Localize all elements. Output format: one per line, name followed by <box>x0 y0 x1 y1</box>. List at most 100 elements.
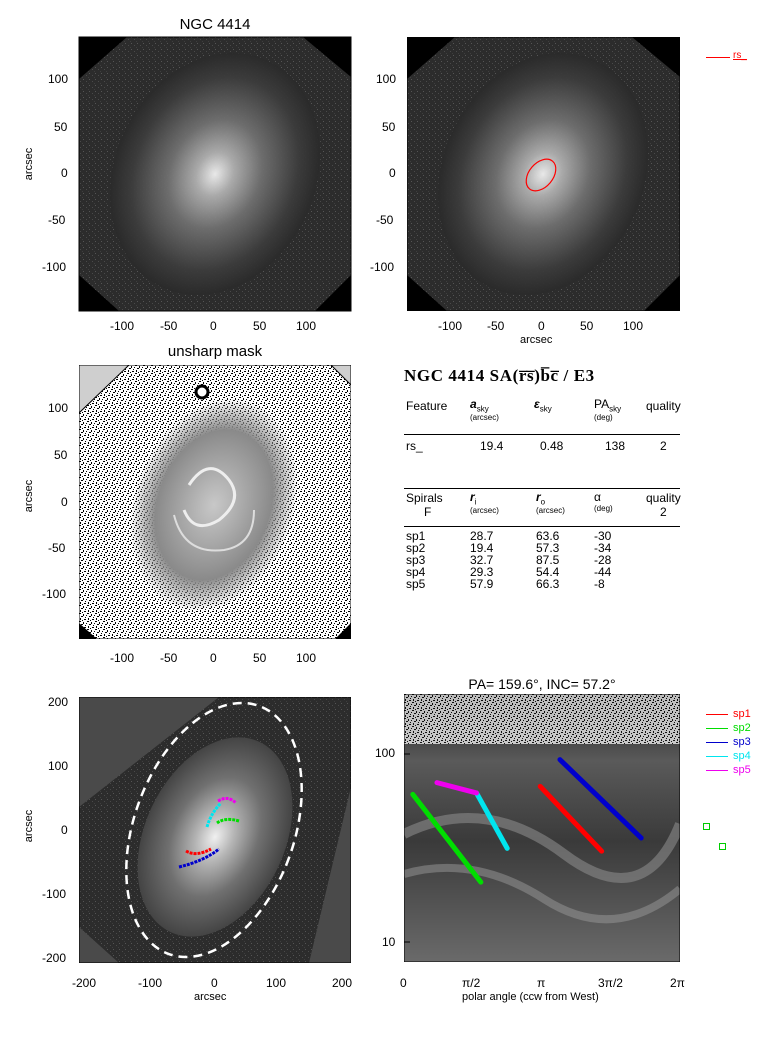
x-tick-label: 2π <box>670 976 685 990</box>
x-tick-label: -100 <box>110 651 135 665</box>
y-tick-label: 0 <box>61 166 68 180</box>
x-tick-label: 200 <box>332 976 353 990</box>
table-cell: 63.6 <box>536 529 560 543</box>
y-axis-label: arcsec <box>23 479 35 513</box>
x-tick-label: 0 <box>211 976 218 990</box>
y-axis-label: arcsec <box>23 147 35 181</box>
arm-trace-sp4 <box>205 801 223 828</box>
y-tick-label: -200 <box>42 951 67 965</box>
legend-label: rs_ <box>733 50 747 61</box>
legend-line <box>706 756 728 757</box>
table-cell: -8 <box>594 577 605 591</box>
x-tick-label: 100 <box>623 319 644 333</box>
panel-title-ngc4414: NGC 4414 <box>179 16 251 33</box>
col-header: quality <box>646 399 681 413</box>
x-tick-label: 100 <box>296 319 317 333</box>
galaxy-image-panel <box>78 36 352 312</box>
x-tick-label: 0 <box>400 976 407 990</box>
y-tick-label: -50 <box>48 213 66 227</box>
x-tick-label: π <box>537 976 546 990</box>
y-tick-label: 200 <box>48 695 69 709</box>
unsharp-mask-panel <box>79 365 351 639</box>
col-header: Feature <box>406 399 448 413</box>
spiral-line-sp3 <box>557 757 644 841</box>
table-cell: -44 <box>594 565 612 579</box>
y-tick-label: 100 <box>48 401 69 415</box>
table-cell: 19.4 <box>470 541 494 555</box>
x-tick-label: 0 <box>210 651 217 665</box>
col-header: quality 2 <box>646 491 681 519</box>
arm-trace-sp5 <box>217 796 238 805</box>
col-header: PAsky (deg) <box>594 397 622 423</box>
table-cell: 138 <box>605 439 626 453</box>
x-tick-label: -50 <box>160 319 178 333</box>
legend-line <box>706 714 728 715</box>
x-tick-label: 50 <box>580 319 594 333</box>
x-axis-label: polar angle (ccw from West) <box>462 991 599 1003</box>
features-table: Feature asky (arcsec) εsky PAsky (deg) q… <box>404 397 681 457</box>
disk-outline <box>125 701 303 959</box>
arm-trace-sp1 <box>185 847 212 856</box>
spiral-arms <box>178 796 240 869</box>
table-cell: 29.3 <box>470 565 494 579</box>
table-cell: 2 <box>660 439 667 453</box>
y-tick-label: -100 <box>42 260 67 274</box>
legend-label: sp4 <box>733 750 751 762</box>
y-tick-label: -50 <box>376 213 394 227</box>
deprojected-spiral-overlay-panel <box>79 697 351 963</box>
rs-ellipse <box>525 158 557 192</box>
x-tick-label: 0 <box>538 319 545 333</box>
y-tick-label: -100 <box>42 587 67 601</box>
table-cell: sp1 <box>406 529 426 543</box>
y-tick-label: 0 <box>61 823 68 837</box>
x-axis-label: arcsec <box>194 991 227 1003</box>
y-tick-label: 50 <box>382 120 396 134</box>
spiral-arm-lines <box>410 757 644 885</box>
x-tick-label: π/2 <box>462 976 481 990</box>
legend-label: sp1 <box>733 708 751 720</box>
y-tick-label: 10 <box>382 935 396 949</box>
x-tick-label: 0 <box>210 319 217 333</box>
spiral-line-sp2 <box>410 791 484 885</box>
spirals-table: Spirals F ri (arcsec) ro (arcsec) α (deg… <box>404 488 681 598</box>
table-rule <box>404 488 680 489</box>
arm-trace-sp2 <box>216 817 240 825</box>
legend-marker <box>719 843 726 850</box>
x-tick-label: -100 <box>438 319 463 333</box>
arm-trace-sp3 <box>178 847 220 869</box>
table-cell: sp4 <box>406 565 426 579</box>
table-cell: 87.5 <box>536 553 560 567</box>
x-tick-label: 3π/2 <box>598 976 623 990</box>
y-tick-label: 50 <box>54 448 68 462</box>
legend-label: sp3 <box>733 736 751 748</box>
table-cell: -28 <box>594 553 612 567</box>
spiral-line-sp1 <box>537 783 605 854</box>
x-tick-label: -200 <box>72 976 97 990</box>
y-tick-label: -100 <box>42 887 67 901</box>
legend-line <box>706 742 728 743</box>
legend-line <box>706 57 730 58</box>
spiral-line-sp5 <box>434 780 479 796</box>
x-tick-label: -50 <box>160 651 178 665</box>
polar-angle-chart <box>404 694 680 962</box>
y-tick-label: 100 <box>376 72 397 86</box>
table-cell: sp3 <box>406 553 426 567</box>
x-tick-label: 50 <box>253 319 267 333</box>
legend-line <box>706 728 728 729</box>
table-cell: 57.9 <box>470 577 494 591</box>
table-rule <box>404 526 680 527</box>
table-cell: sp2 <box>406 541 426 555</box>
y-tick-label: 100 <box>48 759 69 773</box>
y-tick-label: 50 <box>54 120 68 134</box>
y-tick-label: 100 <box>48 72 69 86</box>
y-tick-label: 0 <box>389 166 396 180</box>
col-header: εsky <box>534 397 552 414</box>
col-header: asky (arcsec) <box>470 397 499 423</box>
y-tick-label: -50 <box>48 541 66 555</box>
x-tick-label: -100 <box>110 319 135 333</box>
col-header: ro (arcsec) <box>536 490 565 516</box>
x-axis-label: arcsec <box>520 334 553 346</box>
legend-label: sp2 <box>733 722 751 734</box>
table-cell: 57.3 <box>536 541 560 555</box>
legend-line <box>706 770 728 771</box>
